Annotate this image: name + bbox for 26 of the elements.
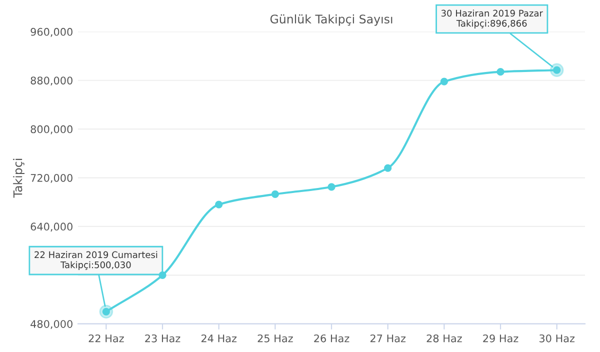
y-tick-label: 800,000 <box>30 125 72 134</box>
x-tick-label: 25 Haz <box>258 334 293 342</box>
y-axis-title: Takipçi <box>13 158 25 198</box>
x-tick-label: 30 Haz <box>540 334 575 342</box>
point <box>384 164 392 172</box>
x-tick-label: 22 Haz <box>88 334 124 342</box>
y-tick-label: 960,000 <box>30 28 72 37</box>
y-tick-label: 880,000 <box>30 76 72 86</box>
y-tick-label: 640,000 <box>30 222 72 232</box>
point <box>271 190 279 198</box>
point <box>215 200 223 208</box>
chart-title: Günlük Takipçi Sayısı <box>270 14 392 26</box>
point <box>328 183 336 191</box>
x-tick-label: 24 Haz <box>201 334 237 342</box>
x-tick-label: 26 Haz <box>314 334 350 342</box>
point <box>158 271 166 279</box>
x-tick-label: 27 Haz <box>370 334 406 342</box>
x-tick-label: 23 Haz <box>145 334 180 342</box>
point <box>496 68 504 76</box>
x-tick-label: 29 Haz <box>483 334 518 342</box>
y-tick-label: 480,000 <box>30 320 72 330</box>
x-tick-label: 28 Haz <box>426 334 462 342</box>
y-tick-label: 720,000 <box>30 174 72 183</box>
annotation: 22 Haziran 2019 Cumartesi Takipçi:500,030 <box>34 251 158 270</box>
point <box>440 78 448 86</box>
annotation: 30 Haziran 2019 Pazar Takipçi:896,866 <box>441 10 543 28</box>
